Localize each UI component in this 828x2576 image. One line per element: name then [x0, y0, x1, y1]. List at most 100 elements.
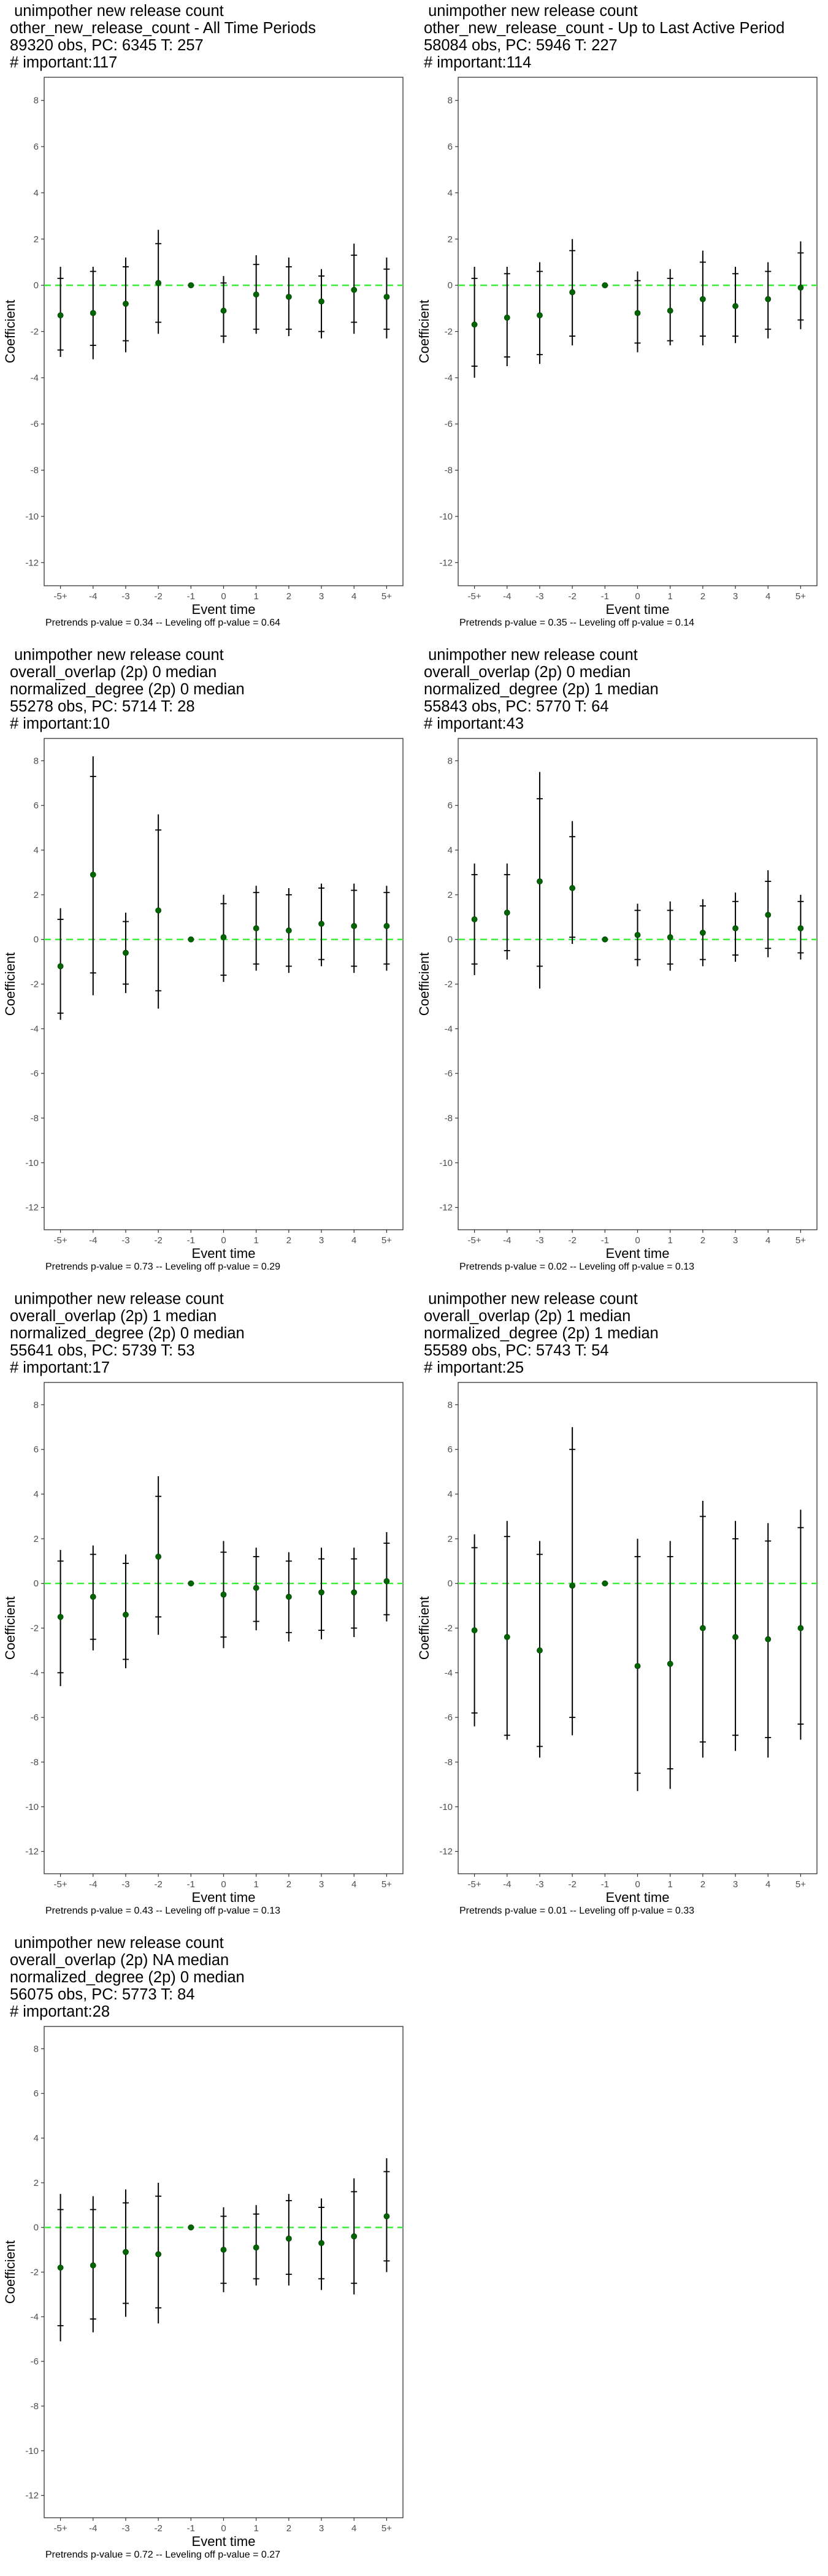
x-tick-label: -1 [601, 591, 609, 602]
coefficient-point [57, 1614, 64, 1620]
coefficient-point [155, 907, 162, 914]
y-tick-label: 0 [34, 1579, 39, 1589]
coefficient-point [602, 282, 608, 289]
y-axis-title: Coefficient [2, 2241, 18, 2304]
chart-title-line: normalized_degree (2p) 0 median [10, 1969, 245, 1986]
chart-title-line: # important:117 [10, 54, 118, 71]
y-tick-label: 2 [448, 234, 453, 245]
x-tick-label: 0 [221, 591, 226, 602]
coefficient-point [220, 2247, 227, 2253]
y-tick-label: 6 [34, 1444, 39, 1455]
pvalue-caption: Pretrends p-value = 0.43 -- Leveling off… [45, 1906, 281, 1916]
x-tick-label: 5+ [381, 2523, 392, 2534]
coefficient-point [383, 1578, 390, 1584]
coefficient-point [667, 307, 673, 314]
y-tick-label: 6 [34, 2088, 39, 2099]
coefficient-point [797, 925, 804, 932]
coefficient-point [318, 921, 324, 927]
chart-title-line: normalized_degree (2p) 1 median [424, 1325, 659, 1342]
x-axis-title: Event time [192, 2534, 256, 2549]
y-tick-label: -12 [25, 558, 39, 568]
x-tick-label: 0 [221, 1879, 226, 1890]
chart-title-line: unimpother new release count [10, 1934, 224, 1952]
coefficient-point [351, 2233, 358, 2240]
y-tick-label: -6 [31, 419, 39, 429]
x-tick-label: -1 [187, 591, 195, 602]
y-tick-label: -4 [445, 373, 453, 383]
y-tick-label: -2 [445, 1623, 453, 1634]
coefficient-point [732, 303, 738, 309]
chart-title-line: overall_overlap (2p) NA median [10, 1952, 229, 1969]
y-tick-label: -4 [31, 1668, 39, 1678]
x-tick-label: 3 [319, 1235, 324, 1246]
y-tick-label: 8 [34, 756, 39, 766]
y-tick-label: -8 [31, 1113, 39, 1124]
y-tick-label: 4 [448, 188, 453, 198]
chart-title-line: 55589 obs, PC: 5743 T: 54 [424, 1342, 609, 1359]
x-tick-label: -4 [89, 2523, 97, 2534]
coefficient-point [220, 307, 227, 314]
y-tick-label: -10 [439, 1158, 453, 1168]
x-tick-label: -4 [503, 1879, 511, 1890]
chart-title-line: overall_overlap (2p) 0 median [10, 664, 217, 681]
x-tick-label: 2 [700, 1235, 705, 1246]
chart-title-line: normalized_degree (2p) 0 median [10, 681, 245, 698]
y-tick-label: -6 [445, 419, 453, 429]
coefficient-point [90, 1593, 96, 1600]
coefficient-point [285, 927, 292, 934]
chart-title-line: other_new_release_count - All Time Perio… [10, 20, 316, 37]
y-tick-label: 2 [448, 890, 453, 900]
coefficient-point [253, 925, 259, 932]
chart-title-line: # important:25 [424, 1359, 524, 1376]
coefficient-point [285, 1593, 292, 1600]
y-tick-label: 2 [34, 1534, 39, 1544]
x-tick-label: -5+ [468, 591, 481, 602]
y-tick-label: -4 [31, 2312, 39, 2322]
y-tick-label: -8 [31, 2401, 39, 2412]
x-tick-label: 5+ [381, 1235, 392, 1246]
y-tick-label: 4 [448, 845, 453, 856]
coefficient-point [90, 310, 96, 316]
coefficient-point [471, 321, 478, 328]
x-tick-label: -5+ [468, 1879, 481, 1890]
y-tick-label: -2 [31, 2267, 39, 2278]
x-tick-label: 4 [351, 591, 356, 602]
coefficient-point [667, 1660, 673, 1667]
x-tick-label: -2 [154, 1879, 162, 1890]
chart-title-line: # important:114 [424, 54, 532, 71]
y-tick-label: -12 [439, 1203, 453, 1213]
x-tick-label: 2 [286, 1879, 291, 1890]
y-tick-label: -10 [25, 1802, 39, 1812]
chart-title: unimpother new release count other_new_re… [10, 2, 316, 71]
x-tick-label: -5+ [54, 1879, 67, 1890]
y-tick-label: -2 [31, 327, 39, 337]
coefficient-point [634, 310, 641, 316]
x-tick-label: -5+ [54, 591, 67, 602]
x-tick-label: -3 [535, 1879, 543, 1890]
coefficient-point [90, 2262, 96, 2269]
y-axis-title: Coefficient [416, 1597, 432, 1660]
y-tick-label: 6 [34, 800, 39, 811]
y-tick-label: -10 [439, 512, 453, 522]
chart-title-line: normalized_degree (2p) 0 median [10, 1325, 245, 1342]
y-tick-label: 6 [448, 1444, 453, 1455]
x-tick-label: 5+ [795, 591, 806, 602]
coefficient-point [90, 872, 96, 878]
coefficient-point [57, 312, 64, 319]
x-tick-label: 4 [765, 1235, 770, 1246]
plot-frame [44, 738, 404, 1230]
pvalue-caption: Pretrends p-value = 0.02 -- Leveling off… [459, 1262, 695, 1272]
pvalue-caption: Pretrends p-value = 0.73 -- Leveling off… [45, 1262, 281, 1272]
coefficient-point [667, 934, 673, 940]
coefficient-point [569, 1582, 576, 1589]
coefficient-point [57, 2264, 64, 2271]
chart-title-line: 55843 obs, PC: 5770 T: 64 [424, 698, 609, 715]
y-tick-label: -2 [31, 1623, 39, 1634]
y-axis-title: Coefficient [416, 953, 432, 1016]
y-tick-label: 8 [448, 96, 453, 106]
chart-panel-4: unimpother new release count overall_over… [414, 644, 828, 1288]
y-tick-label: -10 [25, 2446, 39, 2456]
y-tick-label: -4 [31, 1024, 39, 1034]
y-tick-label: 4 [34, 188, 39, 198]
